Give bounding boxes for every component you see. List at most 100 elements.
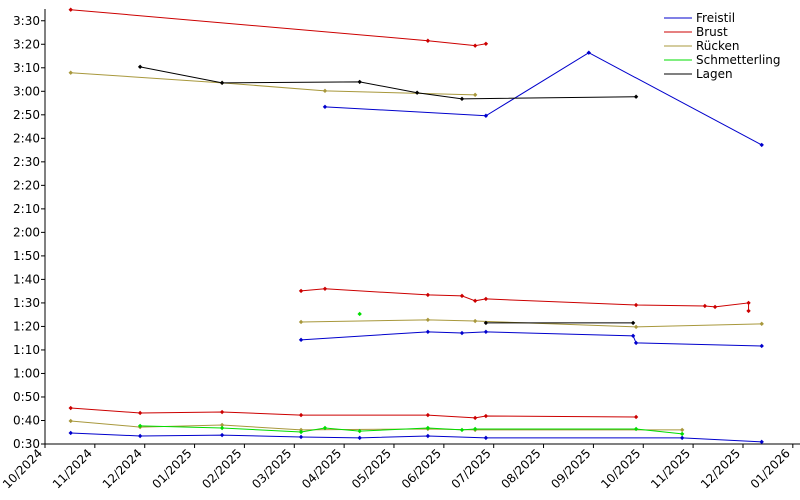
point: [137, 423, 143, 429]
x-tick-label: 10/2025: [598, 446, 643, 491]
point: [425, 292, 431, 298]
point: [459, 293, 465, 299]
point: [483, 296, 489, 302]
series-line: [70, 72, 762, 431]
point: [630, 320, 636, 326]
point: [483, 113, 489, 118]
point: [219, 80, 225, 86]
point: [679, 435, 685, 441]
y-tick-label: 1:40: [13, 272, 40, 286]
point: [472, 426, 478, 432]
point: [137, 410, 143, 416]
y-tick-label: 0:50: [13, 390, 40, 404]
y-tick-label: 3:00: [13, 84, 40, 98]
legend-label: Freistil: [696, 11, 735, 25]
point: [68, 7, 73, 12]
point: [679, 427, 685, 433]
x-tick-label: 12/2024: [100, 446, 145, 491]
point: [137, 433, 143, 439]
x-tick-label: 01/2025: [150, 446, 195, 491]
point: [68, 430, 73, 436]
point: [357, 428, 362, 434]
point: [425, 329, 431, 335]
point: [759, 343, 764, 349]
point: [483, 329, 489, 335]
legend-label: Brust: [696, 25, 728, 39]
point: [425, 433, 431, 439]
point: [633, 414, 639, 420]
point: [322, 88, 328, 94]
point: [472, 92, 478, 98]
series-line: [70, 52, 762, 443]
y-tick-label: 2:40: [13, 131, 40, 145]
point: [633, 94, 639, 99]
point: [357, 311, 362, 317]
point: [759, 439, 764, 445]
point: [633, 324, 639, 330]
point: [322, 104, 328, 110]
x-tick-label: 09/2025: [548, 446, 593, 491]
y-tick-label: 1:00: [13, 366, 40, 380]
point: [586, 50, 592, 55]
y-tick-label: 2:10: [13, 202, 40, 216]
legend-label: Rücken: [696, 39, 740, 53]
point: [322, 425, 328, 431]
y-tick-label: 3:30: [13, 14, 40, 28]
point: [298, 319, 304, 325]
x-tick-label: 11/2024: [50, 446, 95, 491]
x-tick-label: 05/2025: [349, 446, 394, 491]
point: [425, 38, 431, 43]
y-tick-label: 2:30: [13, 155, 40, 169]
point: [298, 434, 304, 440]
x-tick-label: 06/2025: [399, 446, 444, 491]
legend-label: Schmetterling: [696, 53, 781, 67]
point: [357, 79, 362, 85]
x-tick-label: 07/2025: [449, 446, 494, 491]
point: [298, 288, 304, 294]
series-line: [140, 66, 637, 324]
point: [746, 300, 751, 306]
x-tick-label: 04/2025: [299, 446, 344, 491]
point: [68, 405, 73, 411]
point: [483, 435, 489, 441]
point: [679, 431, 685, 437]
point: [219, 422, 225, 428]
point: [483, 41, 489, 46]
point: [414, 90, 420, 95]
point: [630, 333, 636, 339]
point: [425, 317, 431, 323]
point: [459, 96, 465, 102]
point: [459, 427, 465, 433]
point: [425, 412, 431, 418]
point: [68, 70, 73, 75]
y-tick-label: 1:20: [13, 319, 40, 333]
point: [633, 340, 639, 346]
y-tick-label: 2:50: [13, 108, 40, 122]
x-tick-label: 10/2024: [0, 446, 45, 491]
point: [298, 412, 304, 418]
point: [298, 429, 304, 435]
point: [219, 432, 225, 438]
series-line: [70, 9, 750, 419]
point: [459, 330, 465, 336]
point: [357, 435, 362, 441]
point: [483, 413, 489, 419]
y-tick-label: 0:30: [13, 437, 40, 451]
point: [219, 409, 225, 415]
y-tick-label: 2:00: [13, 225, 40, 239]
x-tick-label: 02/2025: [199, 446, 244, 491]
point: [298, 337, 304, 343]
point: [68, 418, 73, 424]
legend-label: Lagen: [696, 67, 733, 81]
y-tick-label: 1:50: [13, 249, 40, 263]
point: [633, 426, 639, 432]
point: [712, 304, 718, 310]
y-tick-label: 2:20: [13, 178, 40, 192]
point: [322, 286, 328, 292]
x-tick-label: 01/2026: [748, 446, 793, 491]
y-tick-label: 3:20: [13, 37, 40, 51]
point: [137, 64, 143, 70]
y-tick-label: 1:30: [13, 296, 40, 310]
